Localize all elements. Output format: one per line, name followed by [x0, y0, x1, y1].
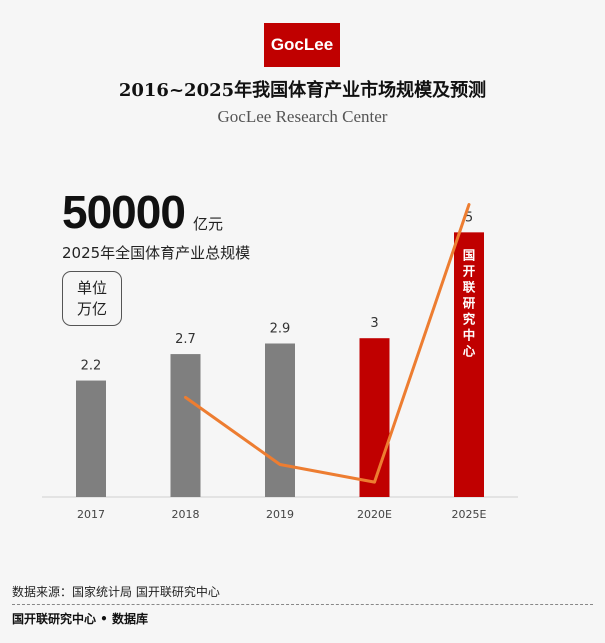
data-label-2019: 2.9 [270, 322, 291, 337]
x-tick-2025E: 2025E [452, 508, 487, 521]
growth-line [184, 203, 471, 484]
data-label-2017: 2.2 [81, 359, 102, 374]
x-tick-2020E: 2020E [357, 508, 392, 521]
chart-subtitle: GocLee Research Center [217, 107, 388, 126]
bar-inner-char: 究 [463, 311, 476, 326]
bar-inner-char: 中 [463, 327, 476, 342]
chart-title: 2016~2025年我国体育产业市场规模及预测 [118, 80, 487, 101]
highlight-value: 50000 [62, 186, 186, 238]
bar-inner-char: 联 [463, 279, 476, 294]
bar-2025E [454, 232, 484, 497]
data-label-2018: 2.7 [175, 332, 196, 347]
highlight-unit: 亿元 [193, 215, 224, 233]
footer-brand: 国开联研究中心 • 数据库 [12, 612, 149, 626]
bar-inner-char: 心 [463, 343, 476, 358]
highlight-caption: 2025年全国体育产业总规模 [62, 244, 251, 262]
unit-box-line-2: 万亿 [76, 299, 107, 318]
data-source-note: 数据来源：国家统计局 国开联研究中心 [12, 585, 220, 599]
bar-inner-char: 研 [463, 295, 476, 310]
bar-2019 [265, 343, 295, 497]
bar-2020E [359, 338, 390, 497]
bar-inner-char: 开 [463, 263, 476, 278]
goclee-logo: GocLee [264, 23, 340, 67]
footer-divider [12, 604, 593, 605]
x-tick-2017: 2017 [77, 508, 105, 521]
unit-box-line-1: 单位 [76, 278, 107, 297]
data-label-2020E: 3 [370, 316, 378, 331]
x-tick-2019: 2019 [266, 508, 294, 521]
bar-2017 [76, 380, 106, 497]
unit-box: 单位 万亿 [62, 271, 122, 326]
x-tick-2018: 2018 [172, 508, 200, 521]
bar-2018 [170, 354, 201, 497]
data-label-2025E: 5 [465, 210, 473, 225]
bar-inner-char: 国 [463, 247, 476, 262]
